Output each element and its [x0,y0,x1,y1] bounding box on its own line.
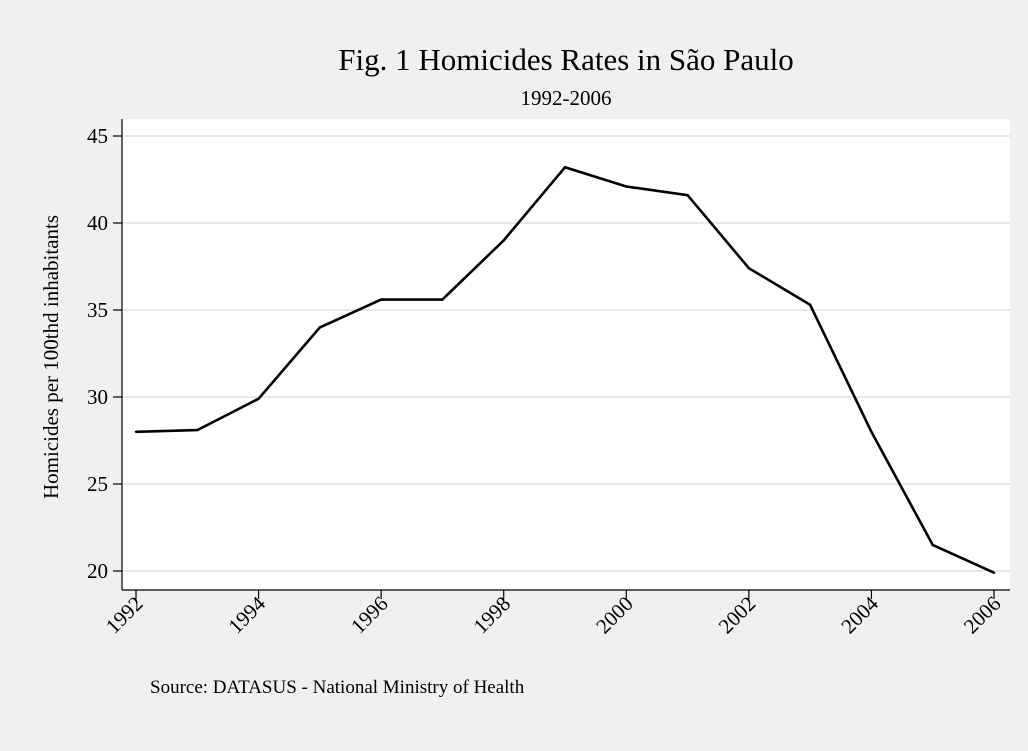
data-point [379,298,383,301]
data-point [625,185,628,188]
y-tick-label: 25 [87,472,108,496]
x-tick-label: 1998 [469,592,516,639]
y-tick-label: 45 [87,124,108,148]
x-ticks: 1992 1994 1996 1998 2000 2002 2004 2006 [101,590,1006,638]
grid [122,135,1010,572]
data-point [931,543,934,547]
y-ticks: 20 25 30 35 40 45 [87,124,122,583]
data-point [808,303,812,306]
chart-title: Fig. 1 Homicides Rates in São Paulo [338,42,794,77]
x-tick-label: 1996 [346,592,393,639]
data-point [134,430,138,433]
x-tick-label: 1994 [223,591,270,638]
data-point [686,193,689,197]
data-point [870,430,873,433]
data-point [992,571,996,574]
data-point [747,267,751,270]
data-point [318,326,322,329]
x-tick-label: 2006 [959,592,1006,639]
chart-subtitle: 1992-2006 [521,86,612,110]
y-tick-label: 35 [87,298,108,322]
y-tick-label: 20 [87,559,108,583]
x-tick-label: 2002 [714,592,761,639]
data-point [563,166,567,169]
y-axis-label: Homicides per 100thd inhabitants [39,215,63,499]
x-tick-label: 2000 [591,592,638,639]
axes [121,119,1010,591]
data-point [257,397,260,400]
x-tick-label: 2004 [836,591,883,638]
source-note: Source: DATASUS - National Ministry of H… [150,677,525,698]
y-tick-label: 30 [87,385,108,409]
x-tick-label: 1992 [101,592,148,639]
data-point [502,239,505,242]
y-tick-label: 40 [87,211,108,235]
plot-area [122,119,1010,590]
data-point [196,428,199,432]
series-layer [134,166,996,574]
data-point [441,298,444,301]
